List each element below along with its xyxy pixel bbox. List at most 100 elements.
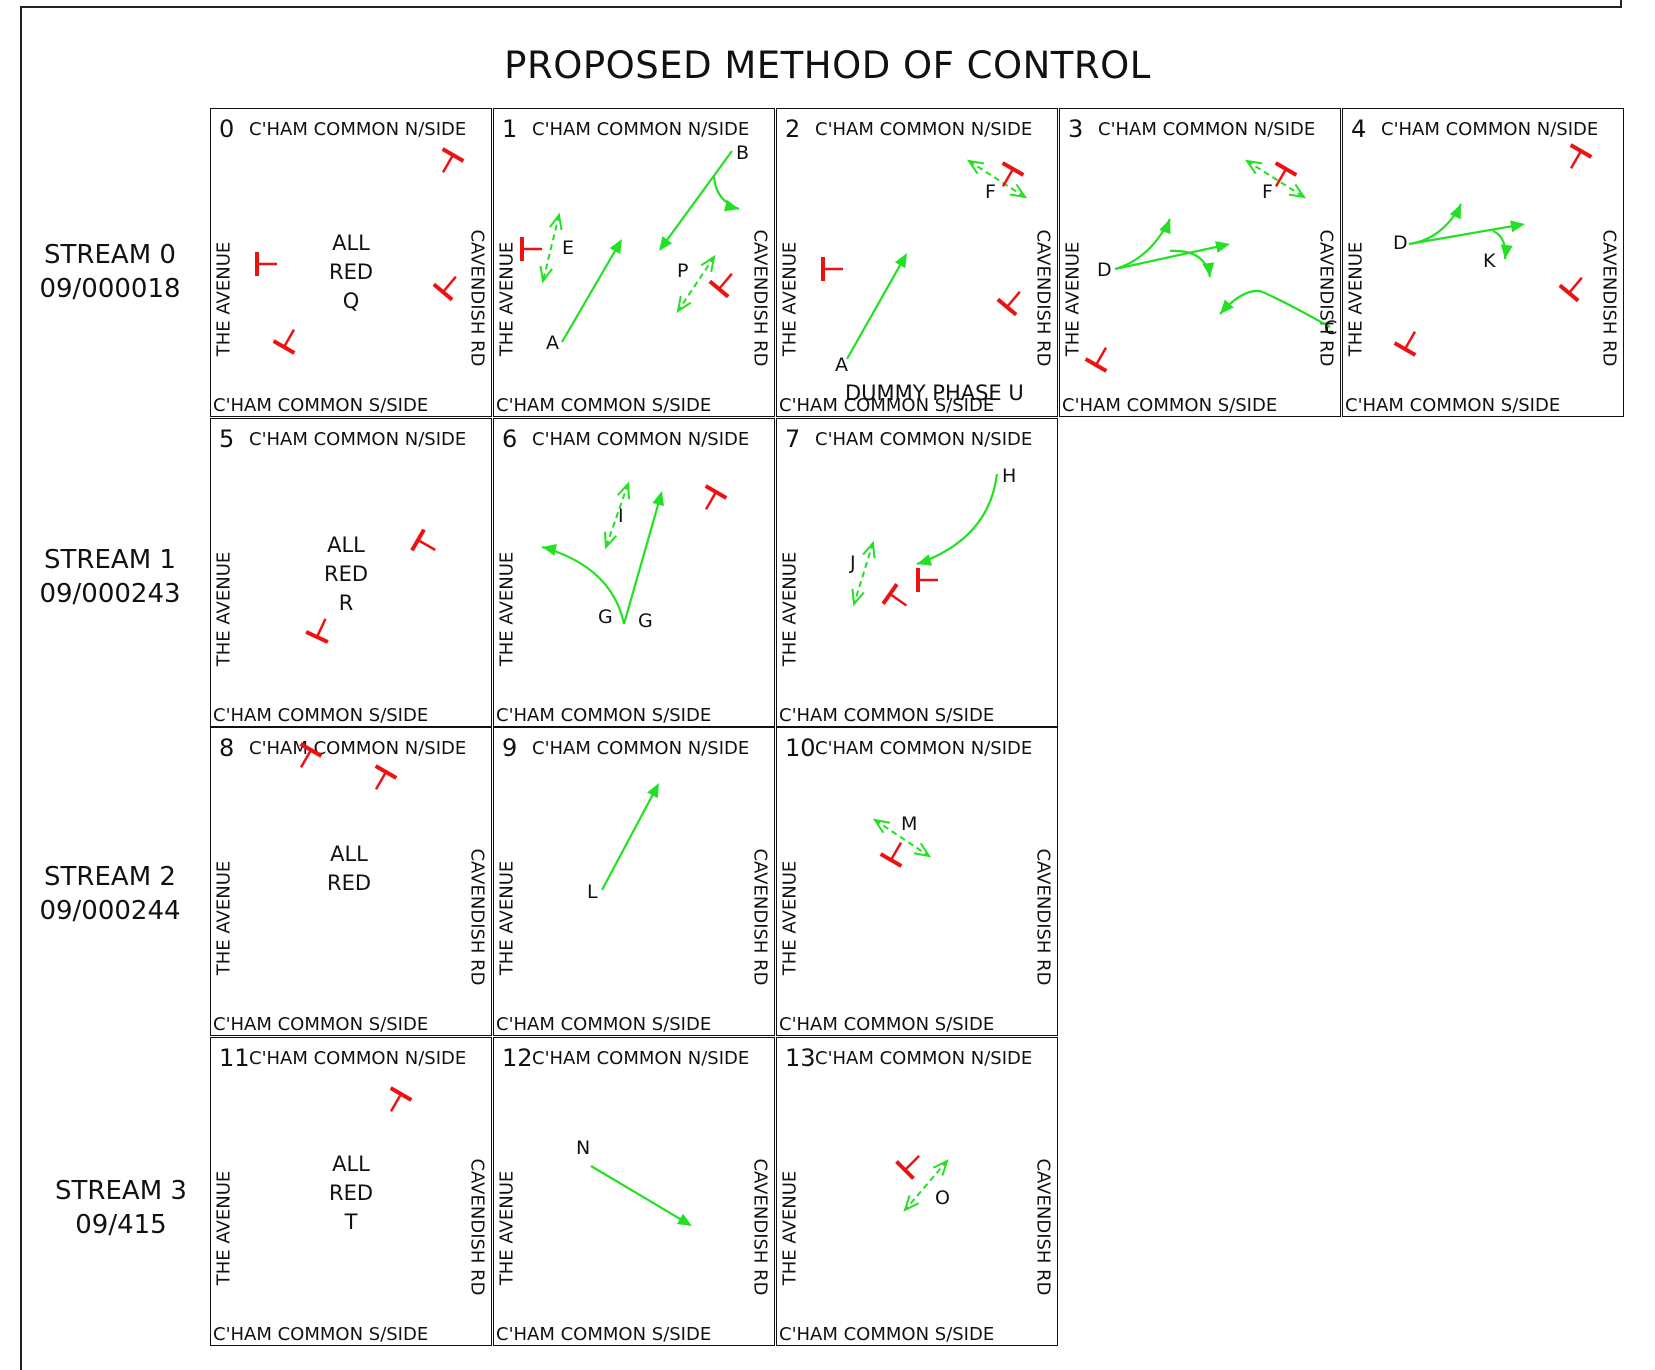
phase-d-ahead-arrow: [1409, 220, 1525, 244]
stop-line-east: [710, 266, 741, 297]
stage-movements-diagram: D F C: [1060, 109, 1342, 418]
phase-f-pedestrian: [969, 161, 1025, 197]
stop-line-east: [1560, 270, 1591, 301]
phase-label: G: [598, 606, 613, 628]
stage-movements-diagram: N: [494, 1038, 776, 1347]
phase-label: I: [618, 505, 624, 527]
phase-label: D: [1393, 232, 1408, 254]
sheet-frame-right: [1620, 0, 1622, 8]
phase-label: L: [587, 881, 598, 903]
phase-label: F: [1262, 181, 1273, 203]
phase-label: F: [985, 181, 996, 203]
stage-movements-diagram: G G I: [494, 419, 776, 728]
stream-3-name: STREAM 3: [36, 1174, 206, 1208]
stream-2-name: STREAM 2: [25, 860, 195, 894]
stream-1-code: 09/000243: [25, 577, 195, 611]
stream-2-label: STREAM 2 09/000244: [25, 860, 195, 928]
stop-line-east-b: [918, 568, 938, 592]
stream-0-name: STREAM 0: [25, 238, 195, 272]
stream-3-label: STREAM 3 09/415: [36, 1174, 206, 1242]
stage-movements-diagram: HJ: [777, 419, 1059, 728]
phase-e-pedestrian: [540, 215, 561, 281]
phase-i-pedestrian: [605, 484, 629, 547]
stage-movements-diagram: AF: [777, 109, 1059, 418]
stop-line-east: [434, 269, 465, 300]
stop-line-north: [381, 1088, 412, 1117]
phase-label: O: [935, 1187, 950, 1209]
stage-movements-diagram: [211, 1038, 493, 1347]
phase-d-left-arrow: [1115, 219, 1171, 269]
phase-label: J: [849, 552, 856, 574]
stage-0-panel: 0 C'HAM COMMON N/SIDE C'HAM COMMON S/SIDE T…: [210, 108, 492, 417]
stop-line-east: [998, 284, 1029, 315]
stop-line-south: [1086, 342, 1117, 371]
phase-label: M: [901, 813, 917, 835]
stop-line-north: [433, 149, 464, 178]
stream-2-code: 09/000244: [25, 894, 195, 928]
phase-k-right-arrow: [1493, 231, 1513, 259]
phase-n-arrow: [591, 1166, 692, 1226]
sheet-frame-left: [20, 6, 22, 1370]
phase-h-arrow: [917, 474, 997, 566]
phase-label: H: [1002, 465, 1016, 487]
phase-a-arrow: [847, 253, 907, 359]
phase-label: A: [835, 354, 848, 376]
phase-f-pedestrian: [1247, 161, 1304, 197]
phase-label: P: [677, 260, 688, 282]
phase-label: B: [736, 142, 749, 164]
stop-line-north: [696, 486, 727, 515]
phase-label: E: [562, 237, 574, 259]
stop-line-south: [306, 614, 336, 642]
phase-label: A: [546, 332, 559, 354]
stage-11-panel: 11 C'HAM COMMON N/SIDE C'HAM COMMON S/SIDE…: [210, 1037, 492, 1346]
phase-b-arrow: [659, 151, 732, 251]
stop-line-east-a: [883, 584, 913, 615]
stop-line-south: [274, 324, 305, 353]
stop-line-south: [881, 837, 912, 866]
stage-6-panel: 6 C'HAM COMMON N/SIDE C'HAM COMMON S/SIDE T…: [493, 418, 775, 727]
stop-line-west: [823, 257, 843, 281]
stage-4-panel: 4 C'HAM COMMON N/SIDE C'HAM COMMON S/SIDE T…: [1342, 108, 1624, 417]
stop-line-north-east: [412, 530, 441, 561]
stop-line-north-a: [291, 744, 322, 773]
stop-line-west: [257, 252, 277, 276]
stream-1-name: STREAM 1: [25, 543, 195, 577]
stage-movements-diagram: [211, 419, 493, 728]
stage-13-panel: 13 C'HAM COMMON N/SIDE C'HAM COMMON S/SIDE…: [776, 1037, 1058, 1346]
phase-j-pedestrian: [852, 543, 874, 604]
stage-9-panel: 9 C'HAM COMMON N/SIDE C'HAM COMMON S/SIDE T…: [493, 727, 775, 1036]
stream-3-code: 09/415: [36, 1208, 206, 1242]
stage-7-panel: 7 C'HAM COMMON N/SIDE C'HAM COMMON S/SIDE T…: [776, 418, 1058, 727]
stream-1-label: STREAM 1 09/000243: [25, 543, 195, 611]
stage-12-panel: 12 C'HAM COMMON N/SIDE C'HAM COMMON S/SIDE…: [493, 1037, 775, 1346]
phase-l-arrow: [602, 783, 659, 890]
stop-line-north-b: [366, 766, 397, 795]
phase-label: G: [638, 610, 653, 632]
phase-label: N: [576, 1137, 590, 1159]
stage-2-panel: 2 C'HAM COMMON N/SIDE C'HAM COMMON S/SIDE T…: [776, 108, 1058, 417]
stream-0-label: STREAM 0 09/000018: [25, 238, 195, 306]
stage-movements-diagram: L: [494, 728, 776, 1037]
phase-g-ahead-arrow: [624, 491, 664, 624]
page-title: PROPOSED METHOD OF CONTROL: [0, 44, 1655, 87]
stop-line-north: [1561, 145, 1592, 174]
phase-label: K: [1483, 250, 1496, 272]
stop-line-south: [1395, 326, 1426, 355]
stop-line-south: [897, 1147, 928, 1178]
stage-1-panel: 1 C'HAM COMMON N/SIDE C'HAM COMMON S/SIDE T…: [493, 108, 775, 417]
stage-movements-diagram: O: [777, 1038, 1059, 1347]
stage-3-panel: 3 C'HAM COMMON N/SIDE C'HAM COMMON S/SIDE T…: [1059, 108, 1341, 417]
stream-0-code: 09/000018: [25, 272, 195, 306]
stage-8-panel: 8 C'HAM COMMON N/SIDE C'HAM COMMON S/SIDE T…: [210, 727, 492, 1036]
phase-label: C: [1324, 317, 1337, 339]
phase-d-left-arrow: [1409, 204, 1461, 244]
stop-line-west: [522, 237, 542, 261]
sheet-frame-top: [20, 6, 1620, 8]
stage-5-panel: 5 C'HAM COMMON N/SIDE C'HAM COMMON S/SIDE T…: [210, 418, 492, 727]
phase-c-arrow: [1220, 291, 1330, 327]
stage-movements-diagram: [211, 728, 493, 1037]
phase-b-left-turn-arrow: [714, 177, 739, 211]
phase-label: D: [1097, 259, 1112, 281]
stage-movements-diagram: A B E P: [494, 109, 776, 418]
